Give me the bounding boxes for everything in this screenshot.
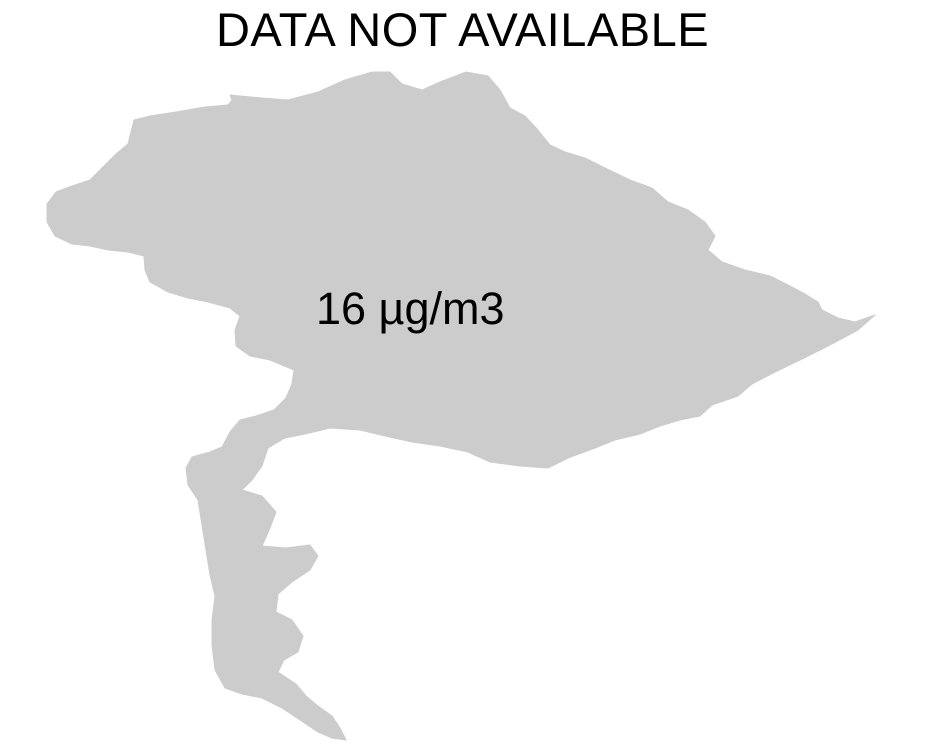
region-shape [46, 71, 876, 741]
map-title: DATA NOT AVAILABLE [215, 3, 710, 56]
region-value-label: 16 µg/m3 [316, 283, 505, 334]
